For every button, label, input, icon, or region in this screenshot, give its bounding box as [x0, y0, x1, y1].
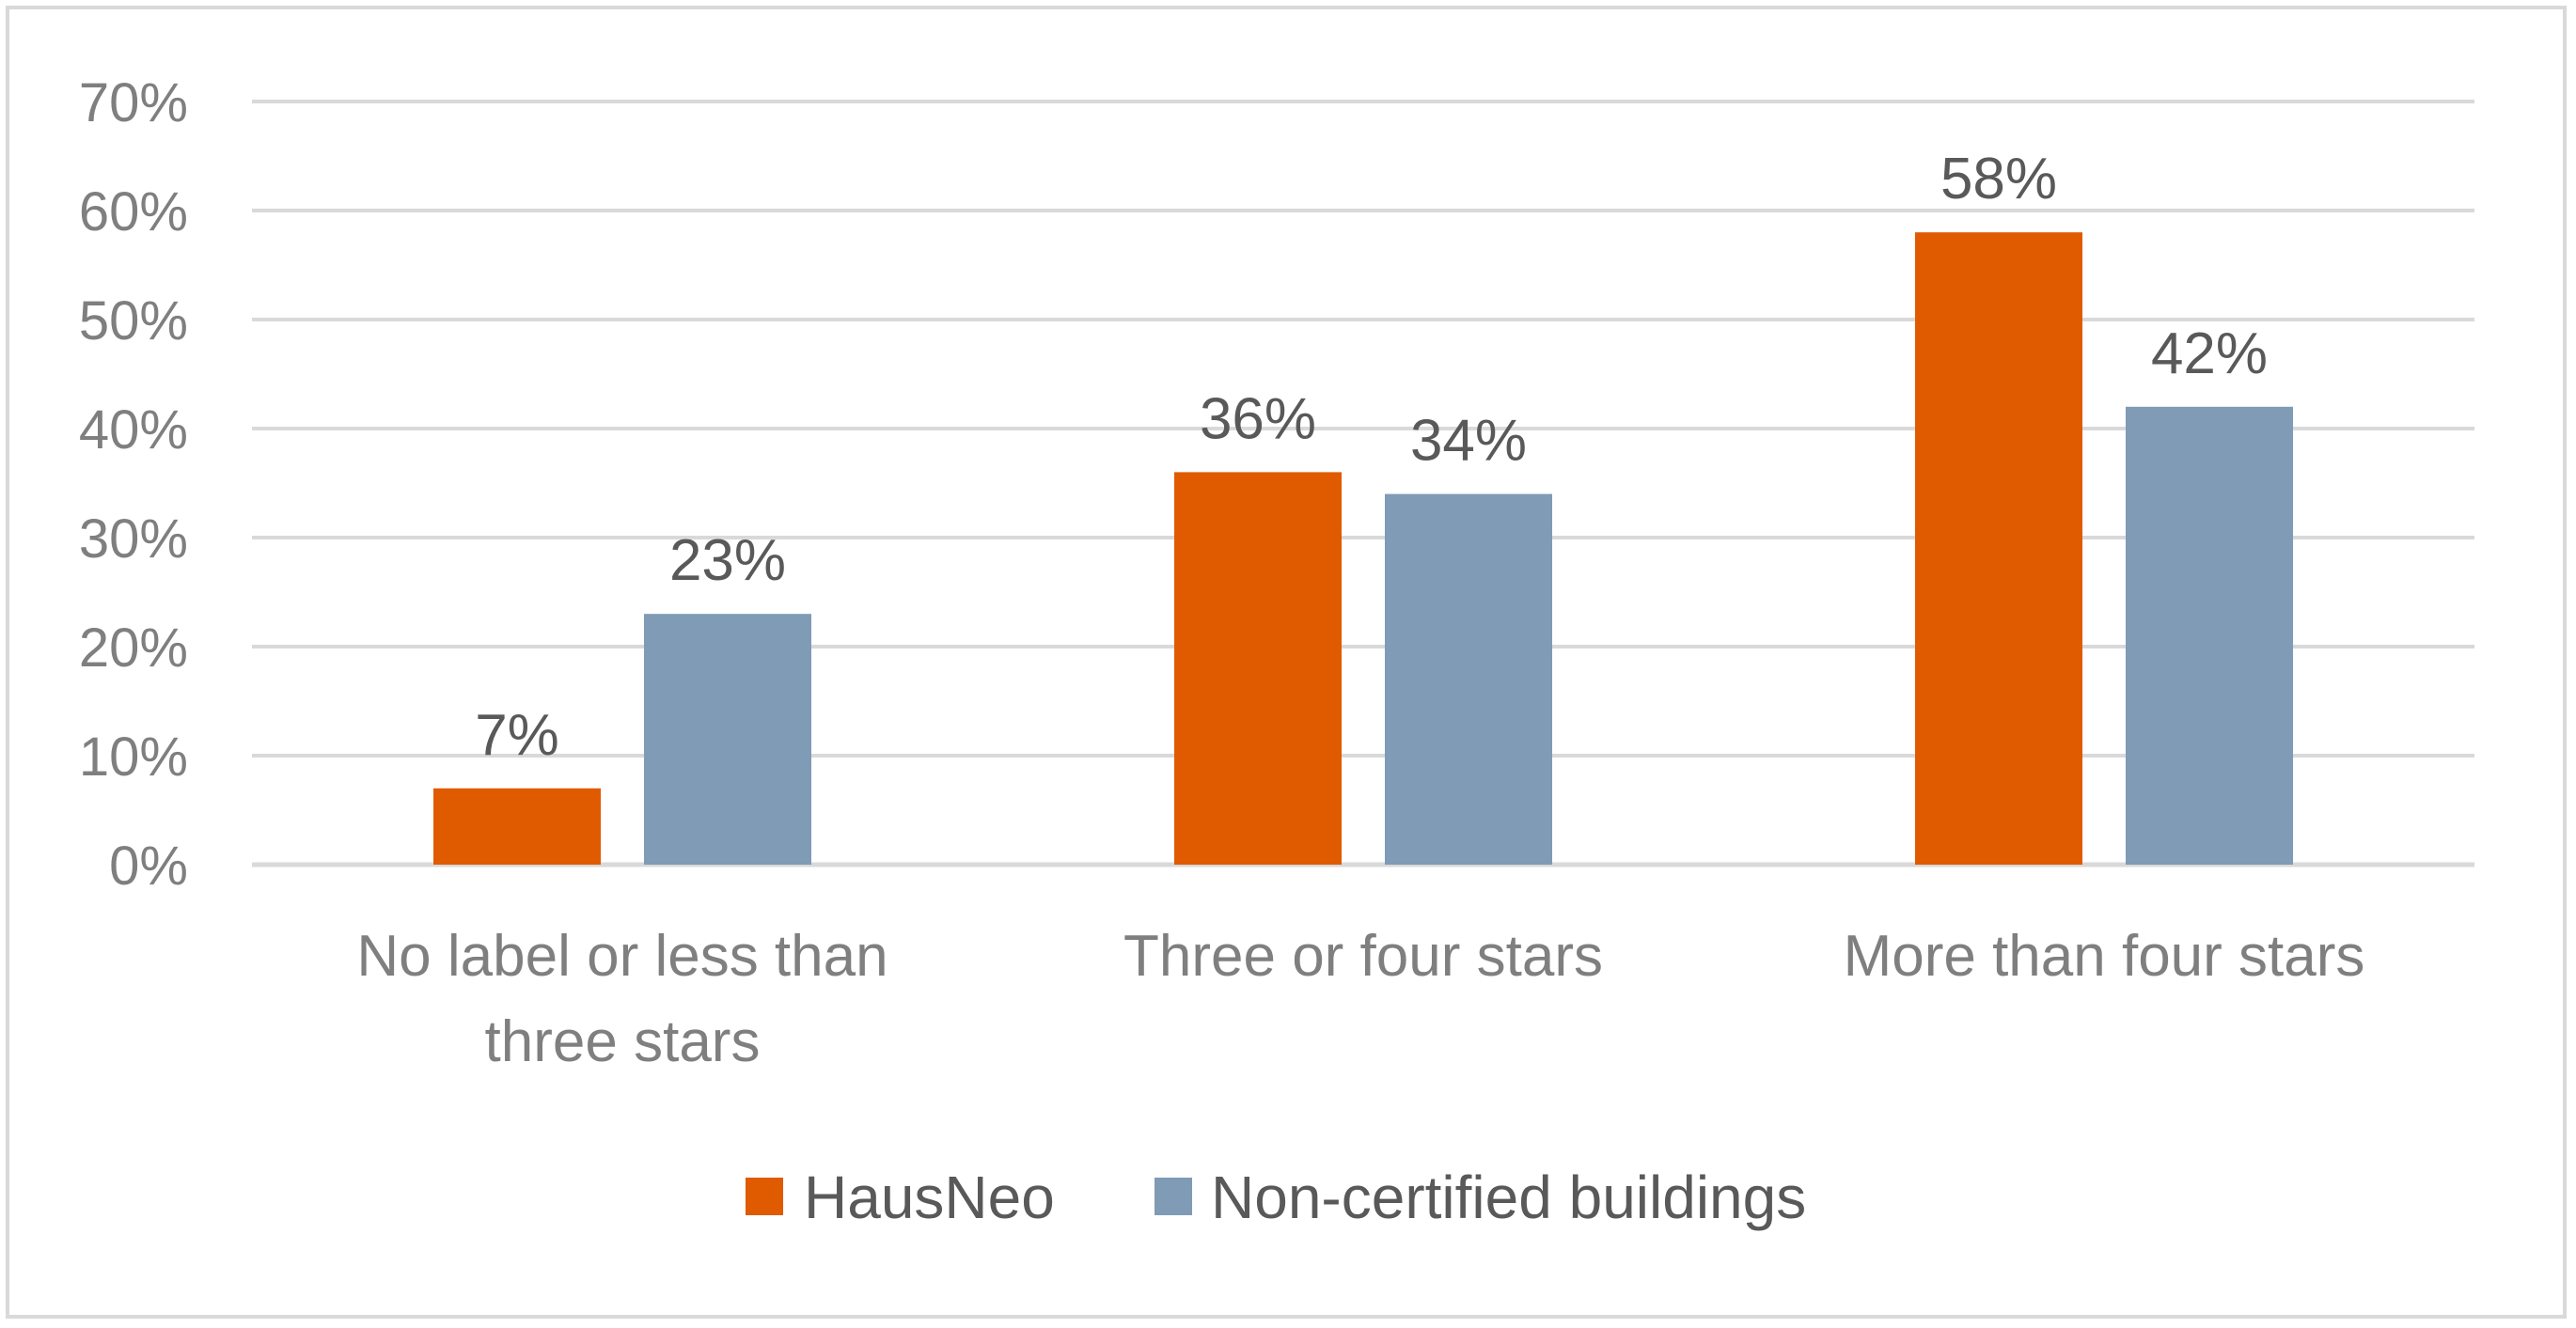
legend: HausNeo Non-certified buildings	[746, 1164, 1806, 1231]
data-label: 23%	[669, 528, 786, 593]
y-tick-label: 0%	[109, 836, 188, 897]
data-label: 58%	[1940, 147, 2057, 211]
y-tick-label: 40%	[79, 399, 188, 461]
y-tick-label: 70%	[79, 72, 188, 133]
bar	[1385, 493, 1552, 865]
category-labels: No label or less than three stars Three or…	[356, 924, 2364, 1074]
category-label: No label or less than	[356, 924, 887, 989]
legend-label: HausNeo	[804, 1164, 1055, 1231]
y-axis-ticks: 0% 10% 20% 30% 40% 50% 60% 70%	[79, 72, 188, 897]
data-label: 34%	[1410, 409, 1527, 474]
y-tick-label: 20%	[79, 617, 188, 679]
data-labels: 7% 23% 36% 34% 58% 42%	[475, 147, 2268, 768]
category-label: three stars	[485, 1009, 761, 1074]
category-label: More than four stars	[1844, 924, 2365, 989]
gridlines	[252, 100, 2474, 867]
category-label: Three or four stars	[1123, 924, 1603, 989]
legend-label: Non-certified buildings	[1211, 1164, 1806, 1231]
y-tick-label: 60%	[79, 181, 188, 242]
bar	[1174, 472, 1342, 865]
legend-swatch	[746, 1178, 783, 1215]
legend-swatch	[1154, 1178, 1192, 1215]
bar	[1915, 232, 2082, 865]
y-tick-label: 50%	[79, 290, 188, 352]
data-label: 42%	[2151, 321, 2268, 386]
bar	[433, 788, 601, 865]
data-label: 7%	[475, 703, 559, 768]
y-tick-label: 30%	[79, 508, 188, 570]
data-label: 36%	[1200, 386, 1316, 451]
y-tick-label: 10%	[79, 726, 188, 788]
bar	[2126, 406, 2293, 865]
bars	[433, 232, 2293, 865]
bar	[644, 614, 811, 865]
